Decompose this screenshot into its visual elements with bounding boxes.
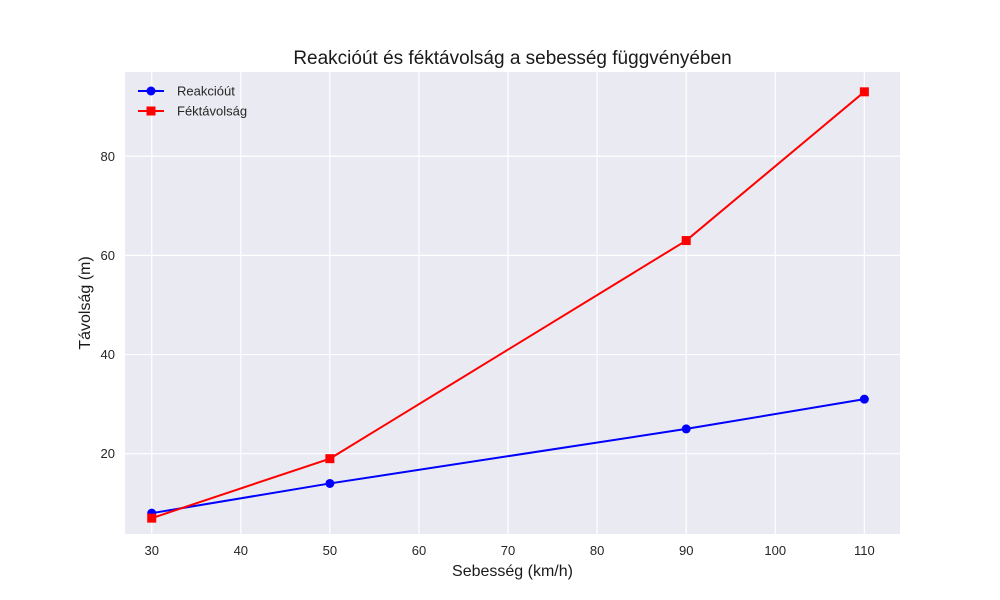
- x-tick-label: 70: [501, 543, 515, 558]
- x-tick-label: 110: [854, 543, 875, 558]
- data-point: [325, 478, 335, 488]
- series-line-1: [151, 398, 865, 515]
- y-axis-label: Távolság (m): [77, 256, 94, 349]
- data-point: [325, 454, 335, 464]
- y-tick-label: 80: [101, 149, 115, 164]
- data-point: [859, 87, 869, 97]
- x-tick-label: 100: [764, 543, 786, 558]
- x-tick-label: 60: [412, 543, 426, 558]
- plot-area: [125, 72, 900, 534]
- x-tick-label: 80: [590, 543, 604, 558]
- data-point: [681, 236, 691, 246]
- x-tick-label: 90: [679, 543, 693, 558]
- legend-label: Reakcióút: [177, 84, 235, 99]
- legend-marker: [146, 86, 156, 96]
- x-tick-label: 50: [323, 543, 337, 558]
- series-line-2: [151, 91, 866, 520]
- legend-marker: [146, 106, 156, 116]
- chart-title: Reakcióút és féktávolság a sebesség függ…: [293, 48, 731, 69]
- data-point: [147, 513, 157, 523]
- y-tick-label: 20: [101, 446, 115, 461]
- grid: [125, 72, 900, 534]
- series: [147, 87, 869, 523]
- legend-label: Féktávolság: [177, 104, 247, 119]
- legend-item: Reakcióút: [138, 84, 235, 99]
- tick-labels: 30 40 50 60 70 80 90 100 110 20 40 60 80: [101, 149, 875, 558]
- legend-item: Féktávolság: [138, 104, 247, 119]
- data-point: [681, 424, 691, 434]
- data-point: [859, 394, 869, 404]
- x-tick-label: 40: [234, 543, 248, 558]
- x-tick-label: 30: [144, 543, 158, 558]
- y-tick-label: 40: [101, 347, 115, 362]
- y-tick-label: 60: [101, 248, 115, 263]
- x-axis-label: Sebesség (km/h): [452, 563, 573, 580]
- legend: Reakcióút Féktávolság: [138, 84, 247, 119]
